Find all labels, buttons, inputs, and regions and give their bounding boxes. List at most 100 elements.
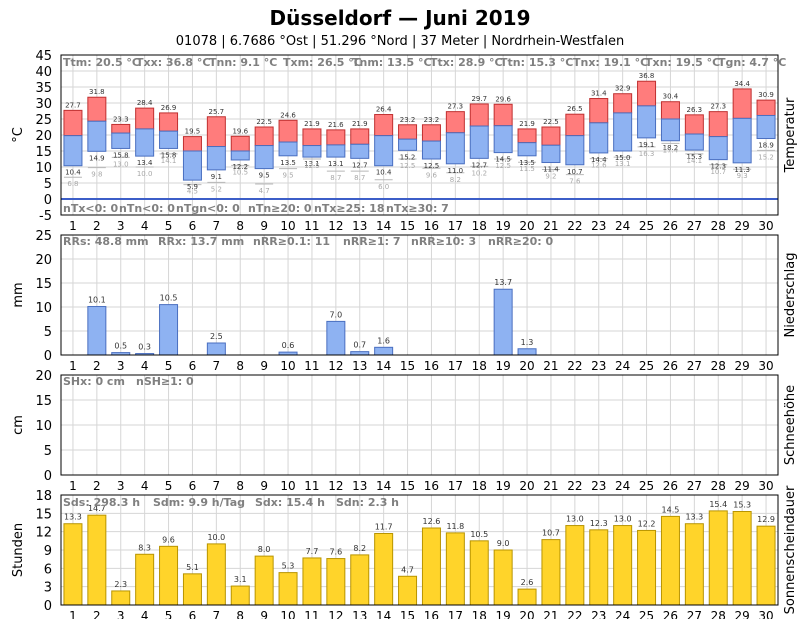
tgn-label: 7.6 <box>569 178 581 186</box>
temp-bar-upper <box>589 98 609 124</box>
tgn-label: 11.5 <box>519 165 535 173</box>
x-tick-label: 23 <box>591 359 606 373</box>
precip-bar <box>87 306 107 356</box>
tmin-label: 5.9 <box>187 183 198 191</box>
tgn-label: 6.0 <box>378 183 389 191</box>
temp-bar-lower <box>398 138 418 151</box>
tmax-label: 29.6 <box>495 95 511 103</box>
x-tick-label: 13 <box>352 359 367 373</box>
tmax-label: 36.8 <box>639 72 655 80</box>
x-tick-label: 11 <box>304 219 319 233</box>
tgn-label: 8.7 <box>330 174 341 182</box>
x-tick-label: 4 <box>141 359 149 373</box>
tgn-label: 12.5 <box>400 162 416 170</box>
sunshine-value-label: 12.2 <box>638 519 656 528</box>
tgn-label: 10.7 <box>710 168 726 176</box>
x-tick-label: 15 <box>400 609 415 619</box>
x-tick-label: 24 <box>615 359 630 373</box>
tmin-label: 14.4 <box>591 156 607 164</box>
x-tick-label: 5 <box>165 609 173 619</box>
sunshine-bar <box>445 532 465 606</box>
x-tick-label: 7 <box>213 609 221 619</box>
tmax-label: 22.5 <box>256 118 272 126</box>
x-tick-label: 29 <box>735 479 750 493</box>
temp-bar-lower <box>278 141 298 157</box>
y-tick-label: 0 <box>44 349 52 364</box>
tmin-label: 18.2 <box>663 144 679 152</box>
tmin-label: 10.4 <box>65 169 81 177</box>
snow-right-label: Schneehöhe <box>783 385 798 465</box>
x-tick-label: 10 <box>280 609 295 619</box>
stat-label: nTx<0: 0 <box>63 202 119 215</box>
x-tick-label: 14 <box>376 609 391 619</box>
y-tick-label: 15 <box>35 507 52 522</box>
x-tick-label: 18 <box>472 359 487 373</box>
tmin-label: 19.1 <box>639 141 655 149</box>
tmin-label: 13.5 <box>280 159 296 167</box>
x-tick-label: 14 <box>376 359 391 373</box>
temp-bar-upper <box>445 111 465 134</box>
stat-label: nRR≥0.1: 11 <box>253 235 330 248</box>
y-tick-label: 45 <box>35 49 52 64</box>
tmax-label: 31.8 <box>89 88 105 96</box>
x-tick-label: 21 <box>543 609 558 619</box>
temp-bar-lower <box>350 143 370 159</box>
plot-frame <box>60 234 779 356</box>
tmax-label: 31.4 <box>591 90 607 98</box>
tmin-label: 12.7 <box>352 161 368 169</box>
temp-bar-upper <box>63 109 83 137</box>
stat-label: nTx≥25: 18 <box>314 202 385 215</box>
stat-label: nRR≥20: 0 <box>488 235 554 248</box>
x-tick-label: 21 <box>543 359 558 373</box>
x-tick-label: 15 <box>400 359 415 373</box>
y-tick-label: 18 <box>35 489 52 504</box>
temp-bar-upper <box>637 80 657 107</box>
tmax-label: 27.3 <box>710 103 726 111</box>
x-tick-label: 10 <box>280 479 295 493</box>
tmin-label: 10.4 <box>376 169 392 177</box>
tmax-label: 30.4 <box>663 93 679 101</box>
tmax-label: 24.6 <box>280 111 296 119</box>
x-tick-label: 6 <box>189 219 197 233</box>
tmin-label: 15.3 <box>687 153 703 161</box>
tmin-label: 13.1 <box>328 160 344 168</box>
tmax-label: 21.9 <box>304 120 320 128</box>
x-tick-label: 24 <box>615 609 630 619</box>
temp-bar-lower <box>684 133 704 151</box>
sunshine-bar <box>732 511 752 606</box>
tmax-label: 26.5 <box>567 105 583 113</box>
x-tick-label: 17 <box>448 479 463 493</box>
x-tick-label: 8 <box>236 479 244 493</box>
tmax-label: 26.9 <box>161 104 177 112</box>
page-title: Düsseldorf — Juni 2019 <box>269 6 531 30</box>
tmin-label: 15.0 <box>615 154 631 162</box>
x-tick-label: 4 <box>141 479 149 493</box>
sunshine-value-label: 13.3 <box>64 513 82 522</box>
stat-label: Sds: 298.3 h <box>63 496 140 509</box>
temp-bar-lower <box>541 144 561 164</box>
y-tick-label: 20 <box>35 253 52 268</box>
sunshine-value-label: 11.8 <box>446 522 464 531</box>
sunshine-bar <box>756 525 776 606</box>
x-tick-label: 26 <box>663 479 678 493</box>
tgn-label: 10.0 <box>137 170 153 178</box>
x-tick-label: 29 <box>735 219 750 233</box>
sunshine-value-label: 2.6 <box>521 578 534 587</box>
x-tick-label: 16 <box>424 479 439 493</box>
x-tick-label: 30 <box>758 219 773 233</box>
temp-bar-upper <box>87 96 107 122</box>
x-tick-label: 9 <box>260 479 268 493</box>
tmax-label: 26.3 <box>687 106 703 114</box>
tgn-label: 4.5 <box>187 188 198 196</box>
sunshine-bar <box>469 540 489 606</box>
sunshine-bar <box>350 554 370 606</box>
x-tick-label: 16 <box>424 219 439 233</box>
temperature-right-label: Temperatur <box>783 97 798 173</box>
x-tick-label: 2 <box>93 359 101 373</box>
temp-bar-upper <box>398 124 418 140</box>
x-tick-label: 3 <box>117 609 125 619</box>
stat-label: nRR≥10: 3 <box>411 235 476 248</box>
x-tick-label: 1 <box>69 479 77 493</box>
x-tick-label: 20 <box>519 479 534 493</box>
x-tick-label: 4 <box>141 219 149 233</box>
